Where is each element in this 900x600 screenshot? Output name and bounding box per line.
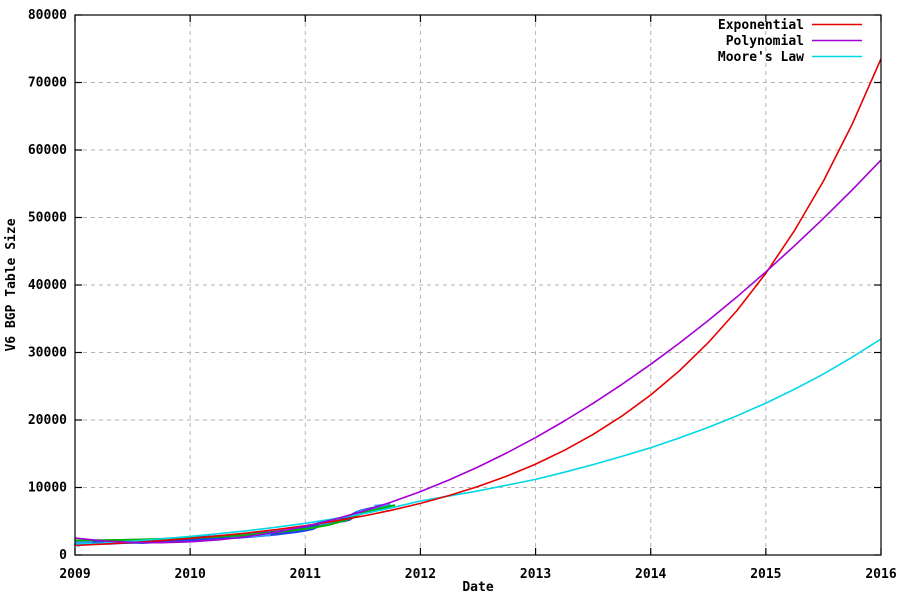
axis-ticks [74, 14, 882, 556]
series-polynomial-fit [74, 159, 882, 544]
y-tick-label: 80000 [28, 8, 67, 23]
legend-entry-polynomial: Polynomial [726, 34, 862, 49]
y-tick-label: 30000 [28, 346, 67, 361]
x-tick-label: 2012 [405, 567, 436, 582]
y-tick-label: 10000 [28, 481, 67, 496]
legend-label-moores-law: Moore's Law [718, 50, 804, 65]
legend-label-exponential: Exponential [718, 18, 804, 33]
x-axis-label: Date [462, 580, 493, 595]
legend-entry-exponential: Exponential [718, 18, 862, 33]
y-axis-label: V6 BGP Table Size [4, 218, 19, 351]
y-tick-label: 60000 [28, 143, 67, 158]
x-tick-label: 2010 [174, 567, 205, 582]
series-exponential-fit [74, 58, 882, 547]
x-tick-label: 2009 [59, 567, 90, 582]
legend-label-polynomial: Polynomial [726, 34, 804, 49]
series-data-trend [74, 504, 396, 542]
series-lines [73, 58, 882, 547]
gridlines [75, 15, 881, 555]
series-moores-law [74, 338, 882, 546]
legend: Exponential Polynomial Moore's Law [718, 18, 862, 65]
series-v6-bgp-data-alt-segment [74, 540, 93, 545]
y-tick-label: 70000 [28, 76, 67, 91]
legend-entry-moores-law: Moore's Law [718, 50, 862, 65]
x-tick-label: 2013 [520, 567, 551, 582]
x-tick-label: 2015 [750, 567, 781, 582]
y-tick-label: 20000 [28, 413, 67, 428]
y-tick-label: 0 [59, 548, 67, 563]
x-tick-label: 2014 [635, 567, 666, 582]
x-tick-label: 2011 [290, 567, 321, 582]
x-tick-label: 2016 [865, 567, 896, 582]
tick-labels: 2009 2010 2011 2012 2013 2014 2015 2016 0 10000 20… [28, 8, 897, 582]
y-tick-label: 40000 [28, 278, 67, 293]
y-tick-label: 50000 [28, 211, 67, 226]
